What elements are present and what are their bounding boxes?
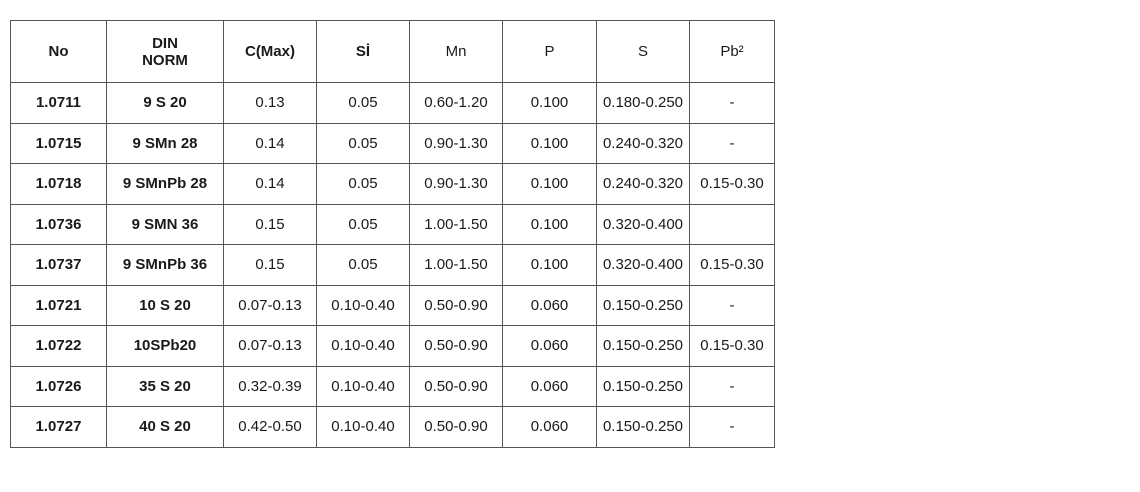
table-cell: 9 SMn 28: [106, 122, 224, 164]
table-cell: 0.10-0.40: [316, 406, 410, 448]
table-cell: 0.15: [223, 244, 317, 286]
table-row: 1.0736 9 SMN 36 0.15 0.05 1.00-1.50 0.100 0.32…: [10, 203, 775, 245]
table-cell: -: [689, 406, 775, 448]
table-cell: 1.0715: [10, 122, 107, 164]
table-cell: 9 SMN 36: [106, 203, 224, 245]
table-cell: 0.180-0.250: [596, 82, 690, 124]
table-cell: 0.060: [502, 365, 597, 407]
table-cell: 1.0736: [10, 203, 107, 245]
table-cell: 0.15-0.30: [689, 325, 775, 367]
table-cell: 1.0726: [10, 365, 107, 407]
table-cell: 0.32-0.39: [223, 365, 317, 407]
table-cell: 0.07-0.13: [223, 284, 317, 326]
table-row: 1.0726 35 S 20 0.32-0.39 0.10-0.40 0.50-0.90…: [10, 365, 775, 407]
table-cell: 0.05: [316, 122, 410, 164]
table-cell: 0.60-1.20: [409, 82, 503, 124]
column-header: Pb²: [689, 20, 775, 83]
table-cell: 0.07-0.13: [223, 325, 317, 367]
table-cell: 9 SMnPb 28: [106, 163, 224, 205]
table-row: 1.0722 10SPb20 0.07-0.13 0.10-0.40 0.50-0.90…: [10, 325, 775, 367]
table-cell: 0.42-0.50: [223, 406, 317, 448]
table-cell: 0.100: [502, 203, 597, 245]
column-header: DIN NORM: [106, 20, 224, 83]
table-cell: 0.05: [316, 163, 410, 205]
table-cell: 10SPb20: [106, 325, 224, 367]
table-cell: 10 S 20: [106, 284, 224, 326]
table-cell: 1.00-1.50: [409, 244, 503, 286]
table-cell: 0.060: [502, 284, 597, 326]
column-header: C(Max): [223, 20, 317, 83]
table-cell: -: [689, 365, 775, 407]
table-cell: -: [689, 284, 775, 326]
table-cell: 0.10-0.40: [316, 325, 410, 367]
table-cell: 0.15: [223, 203, 317, 245]
table-row: 1.0721 10 S 20 0.07-0.13 0.10-0.40 0.50-0.90…: [10, 284, 775, 326]
column-header: No: [10, 20, 107, 83]
table-cell: 0.100: [502, 82, 597, 124]
table-cell: -: [689, 82, 775, 124]
table-cell: 0.100: [502, 122, 597, 164]
table-cell: 1.0718: [10, 163, 107, 205]
table-cell: 9 S 20: [106, 82, 224, 124]
table-cell: 0.05: [316, 82, 410, 124]
table-cell: 0.320-0.400: [596, 203, 690, 245]
table-cell: 0.90-1.30: [409, 163, 503, 205]
table-cell: 1.0711: [10, 82, 107, 124]
table-row: 1.0711 9 S 20 0.13 0.05 0.60-1.20 0.100 0.180-…: [10, 82, 775, 124]
table-cell: -: [689, 122, 775, 164]
table-cell: 0.90-1.30: [409, 122, 503, 164]
table-cell: 40 S 20: [106, 406, 224, 448]
table-cell: 0.100: [502, 163, 597, 205]
table-cell: 0.240-0.320: [596, 163, 690, 205]
table-cell: 0.10-0.40: [316, 284, 410, 326]
table-cell: 0.150-0.250: [596, 284, 690, 326]
table-cell: 0.320-0.400: [596, 244, 690, 286]
table-row: 1.0718 9 SMnPb 28 0.14 0.05 0.90-1.30 0.100 0.…: [10, 163, 775, 205]
table-cell: 1.0721: [10, 284, 107, 326]
table-cell: 0.150-0.250: [596, 325, 690, 367]
table-cell: 0.060: [502, 325, 597, 367]
table-cell: 0.150-0.250: [596, 406, 690, 448]
table-cell: 0.14: [223, 163, 317, 205]
table-row: 1.0737 9 SMnPb 36 0.15 0.05 1.00-1.50 0.100 0.…: [10, 244, 775, 286]
table-cell: 9 SMnPb 36: [106, 244, 224, 286]
table-cell: 0.150-0.250: [596, 365, 690, 407]
column-header: Sİ: [316, 20, 410, 83]
table-cell: 0.05: [316, 244, 410, 286]
table-cell: 0.100: [502, 244, 597, 286]
table-row: 1.0727 40 S 20 0.42-0.50 0.10-0.40 0.50-0.90…: [10, 406, 775, 448]
table-cell: 0.15-0.30: [689, 244, 775, 286]
table-cell: 0.50-0.90: [409, 284, 503, 326]
column-header: Mn: [409, 20, 503, 83]
table-cell: 1.0737: [10, 244, 107, 286]
table-cell: 1.0727: [10, 406, 107, 448]
column-header: P: [502, 20, 597, 83]
table-cell: 0.50-0.90: [409, 325, 503, 367]
steel-composition-table: No DIN NORM C(Max) Sİ Mn P S Pb² 1.0711 9 S 20 0.1…: [10, 20, 775, 448]
table-cell: 0.15-0.30: [689, 163, 775, 205]
table-cell: [689, 203, 775, 245]
table-cell: 35 S 20: [106, 365, 224, 407]
table-cell: 0.060: [502, 406, 597, 448]
table-cell: 0.13: [223, 82, 317, 124]
table-cell: 0.240-0.320: [596, 122, 690, 164]
table-cell: 0.50-0.90: [409, 406, 503, 448]
table-cell: 0.50-0.90: [409, 365, 503, 407]
table-cell: 0.05: [316, 203, 410, 245]
header-row: No DIN NORM C(Max) Sİ Mn P S Pb²: [10, 20, 775, 83]
table-cell: 0.14: [223, 122, 317, 164]
column-header: S: [596, 20, 690, 83]
table-row: 1.0715 9 SMn 28 0.14 0.05 0.90-1.30 0.100 0.24…: [10, 122, 775, 164]
table-cell: 1.0722: [10, 325, 107, 367]
table-cell: 0.10-0.40: [316, 365, 410, 407]
table-cell: 1.00-1.50: [409, 203, 503, 245]
